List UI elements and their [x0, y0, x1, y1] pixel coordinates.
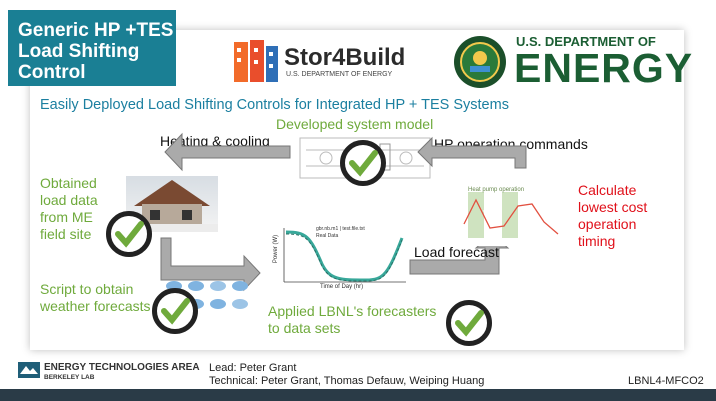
stor4build-logo: Stor4Build U.S. DEPARTMENT OF ENERGY — [232, 38, 412, 84]
forecast-legend-2: Real Data — [316, 233, 339, 239]
forecast-line — [285, 230, 404, 282]
checkmark-icon-applied — [446, 300, 492, 346]
footer-lab: BERKELEY LAB — [44, 374, 95, 381]
label-heating-cooling: Heating & cooling — [160, 133, 270, 149]
berkeley-lab-logo-icon — [18, 362, 40, 378]
forecast-legend-1: gbr.nb.m1 | test.file.txt — [316, 226, 365, 232]
doe-line1: U.S. DEPARTMENT OF — [516, 34, 656, 49]
label-script: Script to obtain weather forecasts — [40, 281, 151, 314]
house-image — [126, 180, 218, 232]
arrow-hp-commands — [417, 136, 527, 169]
slide-subtitle: Easily Deployed Load Shifting Controls f… — [40, 97, 509, 113]
footer-area: ENERGY TECHNOLOGIES AREA — [44, 362, 200, 373]
doe-seal-icon — [454, 36, 506, 88]
hp-chart-plot — [463, 192, 559, 238]
label-obtained-data: Obtained load data from ME field site — [40, 175, 98, 242]
footer-technical: Technical: Peter Grant, Thomas Defauw, W… — [209, 375, 485, 387]
checkmark-icon-data — [106, 211, 152, 257]
label-load-forecast: Load forecast — [414, 244, 499, 260]
weather-cloud-icons — [166, 281, 248, 309]
hp-chart-annotation: Heat pump operation — [468, 187, 525, 193]
footer-lead: Lead: Peter Grant — [209, 362, 297, 374]
load-forecast-chart: gbr.nb.m1 | test.file.txt Real Data Time… — [266, 224, 408, 300]
weather-icons — [162, 276, 262, 320]
forecast-xlabel: Time of Day (hr) — [320, 284, 364, 290]
label-applied: Applied LBNL's forecasters to data sets — [268, 303, 437, 336]
real-data-line — [285, 233, 403, 282]
footer-bar — [0, 389, 716, 401]
forecast-plot — [283, 228, 406, 283]
arrow-left-top — [164, 132, 291, 172]
label-developed-model: Developed system model — [276, 116, 434, 132]
checkmark-icon-weather — [152, 288, 198, 334]
stor4build-sub: U.S. DEPARTMENT OF ENERGY — [286, 71, 393, 78]
checkmark-icon-model — [340, 140, 386, 186]
stor4build-name: Stor4Build — [284, 44, 406, 71]
hp-operation-chart: Heat pump operation — [454, 186, 562, 246]
label-calculate: Calculate lowest cost operation timing — [578, 182, 648, 249]
footer-code: LBNL4-MFCO2 — [628, 375, 704, 387]
doe-logo: U.S. DEPARTMENT OF ENERGY — [452, 34, 702, 90]
slide-title: Generic HP +TES Load Shifting Control — [8, 10, 176, 86]
building-icon — [234, 40, 278, 82]
doe-line2: ENERGY — [514, 45, 694, 91]
forecast-ylabel: Power (W) — [273, 234, 280, 264]
arrow-to-forecaster — [160, 237, 261, 292]
